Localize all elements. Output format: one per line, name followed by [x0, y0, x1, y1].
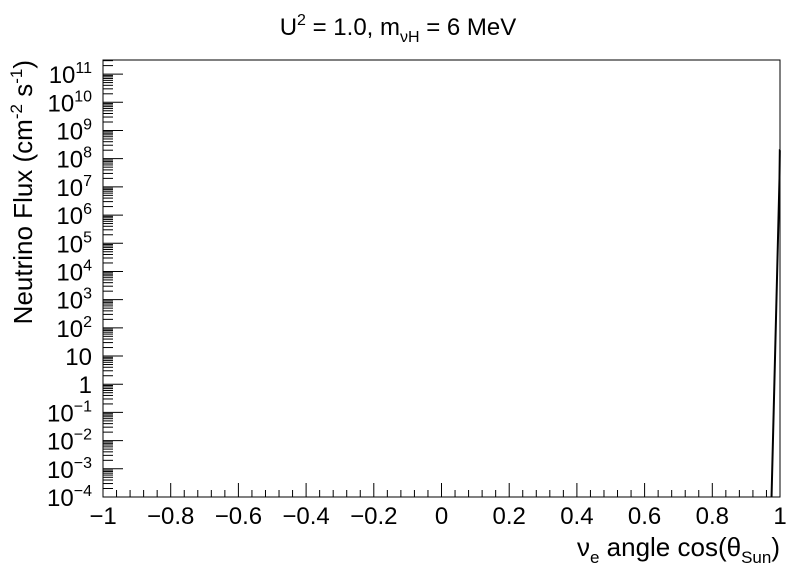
y-tick-label: 103: [56, 286, 92, 315]
x-tick-label: 0.4: [560, 503, 593, 530]
x-axis-label: νe angle cos(θSun): [577, 532, 780, 567]
x-label-subscript-sun: Sun: [741, 548, 771, 567]
x-tick-label: 0.8: [696, 503, 729, 530]
y-tick-label: 10: [65, 344, 92, 371]
y-axis-label: Neutrino Flux (cm-2 s-1): [7, 60, 38, 324]
x-tick-label: −0.6: [215, 503, 262, 530]
y-tick-label: 10−2: [47, 427, 92, 456]
y-label-superscript-1: -2: [7, 104, 26, 119]
y-tick-label: 10−3: [47, 455, 92, 484]
chart-title: U2 = 1.0, mνH = 6 MeV: [280, 12, 517, 46]
y-tick-label: 106: [56, 201, 92, 230]
y-label-superscript-2: -1: [7, 69, 26, 84]
series-line: [770, 149, 781, 498]
y-tick-label: 1011: [49, 60, 92, 89]
x-tick-label: −0.2: [350, 503, 397, 530]
title-subscript: νH: [400, 29, 420, 46]
x-tick-label: 1: [773, 503, 786, 530]
y-tick-label: 109: [56, 116, 92, 145]
plot-area: −1 −0.8 −0.6 −0.4 −0.2 0 0.2 0.4 0.6 0.8 1 10−410−3…: [47, 59, 787, 530]
x-tick-label: 0.6: [628, 503, 661, 530]
x-tick-label: −0.4: [282, 503, 329, 530]
y-tick-label: 10−1: [47, 398, 92, 427]
y-tick-label: 105: [56, 229, 92, 258]
x-tick-label: −0.8: [147, 503, 194, 530]
x-tick-label: 0.2: [493, 503, 526, 530]
y-tick-label: 104: [56, 257, 92, 286]
x-tick-label: −1: [89, 503, 116, 530]
y-tick-label: 102: [56, 314, 92, 343]
y-tick-label: 10−4: [47, 483, 92, 512]
y-tick-label: 1: [79, 372, 92, 399]
y-tick-label: 1010: [48, 88, 93, 117]
y-tick-label: 107: [56, 173, 92, 202]
y-tick-label: 108: [56, 145, 92, 174]
title-superscript: 2: [297, 12, 306, 29]
x-tick-label: 0: [435, 503, 448, 530]
x-label-subscript-e: e: [590, 548, 599, 567]
